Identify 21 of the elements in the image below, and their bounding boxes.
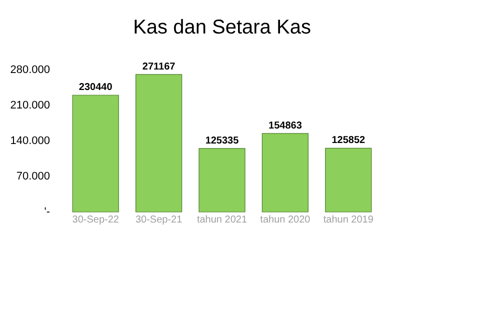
- data-label: 271167: [142, 61, 176, 72]
- y-tick-label: 210.000: [10, 100, 50, 112]
- data-label: 125335: [205, 135, 240, 146]
- bar: [136, 74, 182, 212]
- x-tick-label: tahun 2019: [323, 214, 374, 226]
- x-tick-label: 30-Sep-21: [135, 214, 183, 226]
- y-tick-label: 70.000: [16, 170, 50, 182]
- x-tick-label: tahun 2020: [260, 214, 311, 226]
- y-tick-label: '-: [44, 206, 50, 218]
- bar: [72, 94, 119, 212]
- data-label: 154863: [268, 120, 302, 132]
- x-tick-label: tahun 2021: [196, 214, 248, 226]
- bar: [262, 133, 308, 212]
- data-label: 230440: [78, 82, 113, 94]
- bar: [198, 148, 246, 212]
- y-tick-label: 280.000: [10, 64, 50, 76]
- x-tick-label: 30-Sep-22: [72, 214, 120, 226]
- y-tick-label: 140.000: [10, 135, 50, 147]
- chart-title: Kas dan Setara Kas: [133, 16, 311, 38]
- data-label: 125852: [332, 135, 366, 146]
- bar: [325, 148, 372, 212]
